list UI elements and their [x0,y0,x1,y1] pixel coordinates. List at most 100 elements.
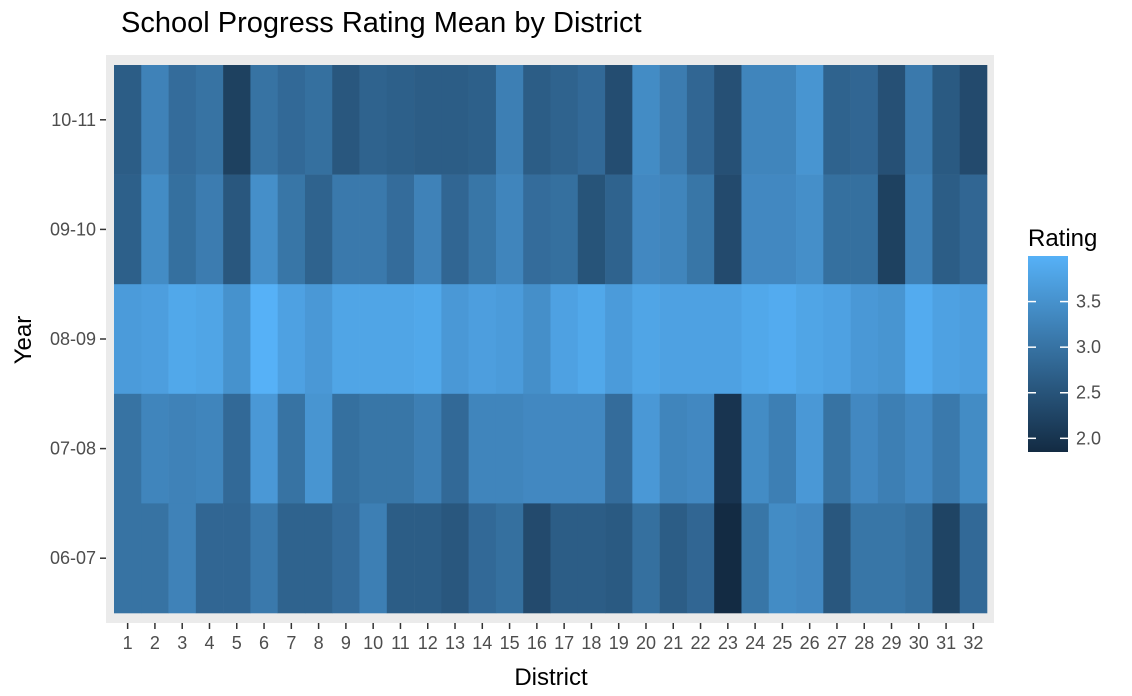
heatmap-cell [141,174,169,285]
heatmap-cell [932,284,961,395]
heatmap-cell [114,284,142,395]
heatmap-cell [959,284,988,395]
y-tick-label: 10-11 [51,110,96,130]
heatmap-cell [359,65,388,175]
heatmap-cell [223,393,251,504]
heatmap-cell [114,393,142,504]
y-tick-label: 07-08 [50,439,96,459]
legend-tick-label: 3.5 [1076,292,1101,312]
heatmap-cell [850,503,879,614]
x-tick-label: 28 [854,633,874,653]
heatmap-cell [959,174,988,285]
heatmap-cell [741,65,770,175]
heatmap-cell [332,65,360,175]
heatmap-cell [659,503,688,614]
heatmap-cell [386,503,415,614]
x-tick-label: 32 [963,633,983,653]
heatmap-cell [877,65,906,175]
x-tick-label: 21 [663,633,683,653]
heatmap-cell [414,393,442,504]
heatmap-cell [741,284,770,395]
heatmap-cell [332,284,360,395]
heatmap-cell [959,393,988,504]
heatmap-cell [932,65,961,175]
heatmap-cell [932,503,961,614]
x-tick-label: 5 [232,633,242,653]
heatmap-cell [550,393,579,504]
heatmap-cell [386,284,415,395]
heatmap-cell [632,284,660,395]
heatmap-cell [523,393,551,504]
heatmap-cell [905,503,933,614]
heatmap-cell [195,284,224,395]
heatmap-cell [359,503,388,614]
heatmap-cell [741,503,770,614]
heatmap-cell [495,174,524,285]
x-tick-label: 19 [609,633,629,653]
heatmap-cell [304,393,333,504]
heatmap-cell [659,284,688,395]
heatmap-cell [686,174,715,285]
heatmap-cell [168,393,197,504]
heatmap-cell [168,503,197,614]
heatmap-cell [550,174,579,285]
x-tick-label: 9 [341,633,351,653]
heatmap-cell [304,65,333,175]
heatmap-cell [441,503,469,614]
legend-colorbar [1028,256,1068,452]
heatmap-cell [659,174,688,285]
heatmap-cell [250,65,278,175]
x-axis: 1 2 3 4 5 6 7 8 9 10 11 12 13 14 15 16 17 18 19 20 21 22 23 24 2… [123,623,983,653]
x-tick-label: 15 [500,633,520,653]
heatmap-cell [414,65,442,175]
heatmap-cell [495,503,524,614]
y-tick-label: 09-10 [50,219,96,239]
heatmap-cell [250,503,278,614]
heatmap-cell [495,284,524,395]
heatmap-cell [905,65,933,175]
heatmap-cell [850,174,879,285]
chart-title: School Progress Rating Mean by District [121,7,642,39]
heatmap-cell [905,174,933,285]
x-tick-label: 6 [259,633,269,653]
heatmap-cell [441,174,469,285]
heatmap-cell [332,503,360,614]
heatmap-cell [304,503,333,614]
heatmap-cell [686,65,715,175]
heatmap-cell [468,174,497,285]
heatmap-cell [141,284,169,395]
heatmap-cell [605,503,633,614]
heatmap-cell [141,393,169,504]
heatmap-cell [605,174,633,285]
heatmap-cell [277,174,306,285]
legend-tick-label: 2.5 [1076,383,1101,403]
heatmap-cell [414,284,442,395]
x-tick-label: 8 [314,633,324,653]
x-tick-label: 27 [827,633,847,653]
x-tick-label: 14 [472,633,492,653]
heatmap-cell [523,284,551,395]
heatmap-cell [632,174,660,285]
heatmap-cell [195,65,224,175]
heatmap-cell [386,393,415,504]
heatmap-cells [114,65,988,614]
x-tick-label: 12 [418,633,438,653]
heatmap-cell [768,284,797,395]
heatmap-cell [332,174,360,285]
x-tick-label: 31 [936,633,956,653]
heatmap-cell [495,393,524,504]
heatmap-cell [441,284,469,395]
y-tick-label: 08-09 [50,329,96,349]
heatmap-cell [250,284,278,395]
heatmap-cell [796,65,824,175]
heatmap-cell [905,393,933,504]
heatmap-cell [823,174,851,285]
x-tick-label: 29 [882,633,902,653]
heatmap-cell [659,65,688,175]
heatmap-cell [796,174,824,285]
heatmap-cell [850,393,879,504]
x-tick-label: 13 [445,633,465,653]
heatmap-cell [768,503,797,614]
heatmap-cell [223,65,251,175]
heatmap-cell [796,503,824,614]
